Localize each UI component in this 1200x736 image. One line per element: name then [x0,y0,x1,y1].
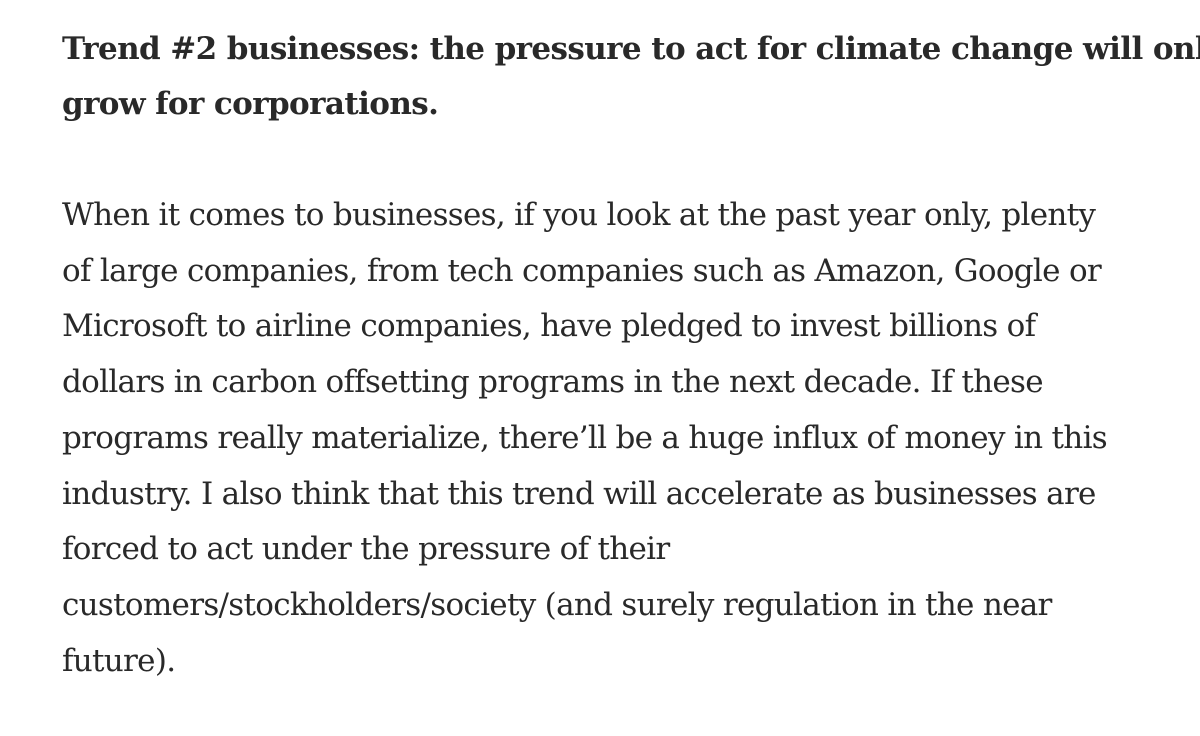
paragraph-line: Microsoft to airline companies, have ple… [62,308,1036,345]
paragraph-line: future). [62,642,176,679]
heading-line: Trend #2 businesses: the pressure to act… [62,31,1200,67]
paragraph-line: forced to act under the pressure of thei… [62,531,670,568]
paragraph-line: When it comes to businesses, if you look… [62,197,1096,233]
paragraph-line: programs really materialize, there’ll be… [62,419,1108,456]
article: Trend #2 businesses: the pressure to act… [62,22,1200,689]
paragraph-line: of large companies, from tech companies … [62,252,1102,289]
paragraph-line: customers/stockholders/society (and sure… [62,586,1052,623]
body-paragraph: When it comes to businesses, if you look… [62,188,1162,689]
paragraph-line: industry. I also think that this trend w… [62,475,1096,512]
section-heading: Trend #2 businesses: the pressure to act… [62,22,1200,132]
paragraph-line: dollars in carbon offsetting programs in… [62,364,1044,401]
heading-line: grow for corporations. [62,86,439,122]
